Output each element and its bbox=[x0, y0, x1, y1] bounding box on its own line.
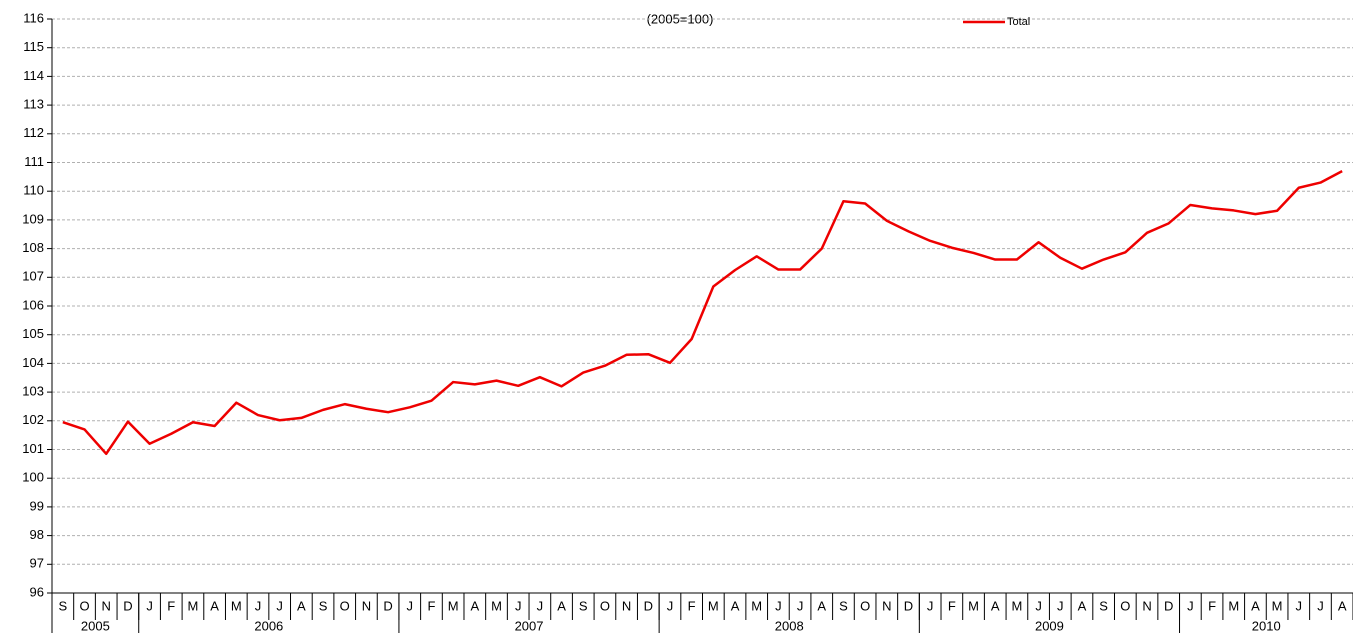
x-tick-label: O bbox=[79, 598, 89, 613]
x-tick-label: A bbox=[991, 598, 1000, 613]
x-tick-label: M bbox=[1011, 598, 1022, 613]
x-tick-label: A bbox=[470, 598, 479, 613]
x-tick-label: D bbox=[904, 598, 913, 613]
x-tick-label: J bbox=[927, 598, 934, 613]
y-tick-label: 107 bbox=[22, 269, 44, 284]
y-tick-label: 113 bbox=[23, 97, 44, 112]
x-tick-label: J bbox=[515, 598, 522, 613]
x-tick-label: M bbox=[1272, 598, 1283, 613]
y-tick-label: 115 bbox=[23, 39, 44, 54]
y-tick-label: 103 bbox=[22, 384, 44, 399]
x-tick-label: N bbox=[362, 598, 371, 613]
x-tick-label: M bbox=[231, 598, 242, 613]
y-tick-label: 97 bbox=[30, 556, 44, 571]
y-tick-label: 114 bbox=[23, 68, 44, 83]
x-tick-label: N bbox=[1142, 598, 1151, 613]
x-tick-label: N bbox=[622, 598, 631, 613]
x-tick-label: S bbox=[59, 598, 68, 613]
x-tick-label: N bbox=[882, 598, 891, 613]
y-tick-label: 116 bbox=[23, 10, 44, 25]
x-tick-label: D bbox=[383, 598, 392, 613]
y-tick-label: 100 bbox=[22, 470, 44, 485]
x-tick-label: O bbox=[600, 598, 610, 613]
year-label: 2010 bbox=[1252, 618, 1281, 633]
legend-label: Total bbox=[1007, 16, 1030, 28]
x-tick-label: O bbox=[1120, 598, 1130, 613]
y-tick-label: 101 bbox=[22, 441, 44, 456]
x-tick-label: J bbox=[667, 598, 674, 613]
x-tick-label: F bbox=[427, 598, 435, 613]
x-tick-label: M bbox=[491, 598, 502, 613]
x-tick-label: M bbox=[1228, 598, 1239, 613]
x-tick-label: M bbox=[708, 598, 719, 613]
y-tick-label: 111 bbox=[24, 154, 44, 169]
x-tick-label: F bbox=[948, 598, 956, 613]
x-tick-label: D bbox=[1164, 598, 1173, 613]
year-label: 2005 bbox=[81, 618, 110, 633]
x-tick-label: F bbox=[167, 598, 175, 613]
x-tick-label: M bbox=[968, 598, 979, 613]
x-tick-label: A bbox=[1338, 598, 1347, 613]
x-tick-label: J bbox=[1035, 598, 1042, 613]
x-tick-label: J bbox=[1317, 598, 1324, 613]
x-tick-label: D bbox=[644, 598, 653, 613]
y-tick-label: 109 bbox=[22, 211, 44, 226]
x-tick-label: S bbox=[579, 598, 588, 613]
y-tick-label: 102 bbox=[22, 412, 44, 427]
x-tick-label: M bbox=[751, 598, 762, 613]
x-tick-label: J bbox=[797, 598, 804, 613]
y-tick-label: 106 bbox=[22, 297, 44, 312]
x-tick-label: A bbox=[1078, 598, 1087, 613]
x-tick-label: J bbox=[537, 598, 544, 613]
y-tick-label: 105 bbox=[22, 326, 44, 341]
x-tick-label: M bbox=[448, 598, 459, 613]
x-tick-label: J bbox=[255, 598, 262, 613]
x-tick-label: F bbox=[1208, 598, 1216, 613]
y-tick-label: 112 bbox=[23, 125, 44, 140]
x-tick-label: S bbox=[319, 598, 328, 613]
series-line bbox=[62, 170, 1343, 456]
x-tick-label: J bbox=[1296, 598, 1303, 613]
x-tick-label: A bbox=[1251, 598, 1260, 613]
x-tick-label: A bbox=[297, 598, 306, 613]
year-label: 2009 bbox=[1035, 618, 1064, 633]
x-tick-label: O bbox=[860, 598, 870, 613]
y-tick-label: 104 bbox=[22, 355, 44, 370]
y-tick-label: 108 bbox=[22, 240, 44, 255]
x-tick-label: A bbox=[817, 598, 826, 613]
x-tick-label: A bbox=[557, 598, 566, 613]
x-tick-label: S bbox=[839, 598, 848, 613]
year-label: 2008 bbox=[775, 618, 804, 633]
y-tick-label: 96 bbox=[30, 584, 44, 599]
year-label: 2006 bbox=[254, 618, 283, 633]
x-tick-label: F bbox=[688, 598, 696, 613]
x-tick-label: A bbox=[731, 598, 740, 613]
y-tick-label: 110 bbox=[23, 183, 44, 198]
y-tick-label: 99 bbox=[30, 498, 44, 513]
x-tick-label: A bbox=[210, 598, 219, 613]
x-tick-label: S bbox=[1099, 598, 1108, 613]
x-tick-label: J bbox=[1057, 598, 1064, 613]
x-tick-label: O bbox=[340, 598, 350, 613]
x-tick-label: J bbox=[146, 598, 153, 613]
x-tick-label: J bbox=[276, 598, 283, 613]
x-tick-label: J bbox=[775, 598, 782, 613]
x-tick-label: J bbox=[1187, 598, 1194, 613]
y-tick-label: 98 bbox=[30, 527, 44, 542]
year-label: 2007 bbox=[515, 618, 544, 633]
x-tick-label: D bbox=[123, 598, 132, 613]
x-tick-label: J bbox=[407, 598, 414, 613]
x-tick-label: M bbox=[188, 598, 199, 613]
x-tick-label: N bbox=[102, 598, 111, 613]
